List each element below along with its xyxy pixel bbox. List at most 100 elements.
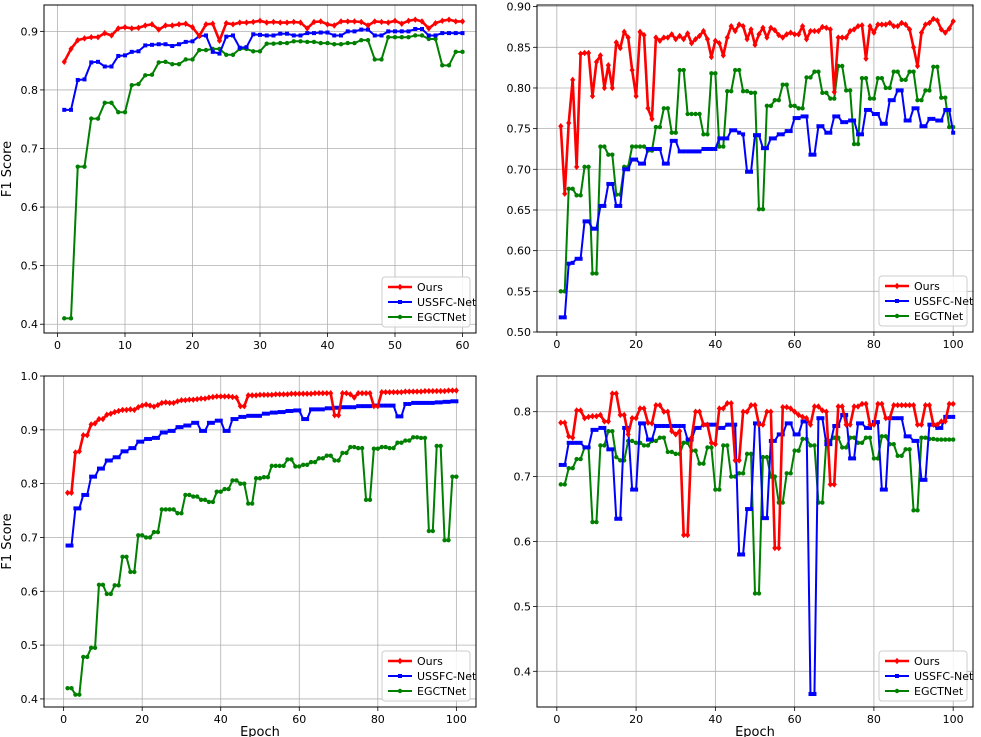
data-point bbox=[304, 390, 310, 397]
data-point bbox=[685, 111, 690, 117]
data-point bbox=[665, 161, 670, 166]
data-point bbox=[156, 26, 162, 33]
data-point bbox=[618, 458, 623, 463]
data-point bbox=[410, 388, 416, 395]
data-point bbox=[182, 397, 188, 404]
data-point bbox=[657, 37, 663, 44]
data-point bbox=[562, 315, 567, 320]
data-point bbox=[69, 685, 74, 691]
data-point bbox=[305, 417, 310, 422]
data-point bbox=[807, 27, 814, 35]
data-point bbox=[136, 533, 141, 538]
data-point bbox=[693, 448, 698, 453]
data-point bbox=[143, 535, 149, 540]
data-point bbox=[716, 405, 722, 412]
data-point bbox=[304, 25, 310, 32]
data-point bbox=[155, 435, 160, 440]
data-point bbox=[298, 39, 303, 44]
data-point bbox=[68, 489, 75, 496]
data-point bbox=[269, 463, 274, 469]
data-point bbox=[566, 433, 572, 440]
data-point bbox=[914, 62, 921, 70]
data-point bbox=[645, 105, 651, 112]
data-point bbox=[919, 435, 924, 440]
data-point bbox=[594, 427, 599, 432]
data-point bbox=[171, 399, 177, 407]
data-point bbox=[839, 34, 845, 41]
data-point bbox=[582, 164, 587, 170]
data-point bbox=[372, 18, 378, 25]
data-point bbox=[780, 403, 786, 411]
data-point bbox=[914, 421, 921, 428]
data-point bbox=[685, 531, 691, 539]
data-point bbox=[210, 49, 215, 54]
data-point bbox=[911, 69, 916, 74]
y-tick-label: 0.9 bbox=[21, 25, 39, 38]
data-point bbox=[203, 47, 209, 53]
data-point bbox=[705, 445, 710, 450]
data-point bbox=[278, 31, 283, 36]
data-point bbox=[426, 528, 432, 534]
data-point bbox=[261, 391, 267, 399]
x-tick-label: 20 bbox=[629, 713, 643, 726]
data-point bbox=[883, 414, 889, 422]
data-point bbox=[617, 44, 623, 52]
data-point bbox=[839, 403, 845, 410]
data-point bbox=[704, 35, 711, 43]
data-point bbox=[352, 405, 357, 410]
data-point bbox=[324, 453, 329, 458]
data-point bbox=[621, 411, 627, 419]
data-point bbox=[602, 443, 607, 448]
data-point bbox=[922, 21, 929, 28]
data-point bbox=[875, 400, 881, 408]
data-point bbox=[316, 456, 322, 461]
data-point bbox=[780, 82, 785, 87]
data-point bbox=[210, 20, 216, 27]
data-point bbox=[915, 438, 920, 443]
data-point bbox=[405, 17, 412, 25]
data-point bbox=[843, 421, 849, 428]
data-point bbox=[943, 437, 948, 442]
data-point bbox=[756, 206, 762, 212]
data-point bbox=[194, 395, 200, 403]
data-point bbox=[77, 506, 82, 511]
data-point bbox=[434, 400, 439, 405]
data-point bbox=[760, 24, 766, 31]
data-point bbox=[85, 654, 90, 660]
data-point bbox=[289, 408, 294, 413]
data-point bbox=[104, 591, 110, 597]
data-point bbox=[426, 36, 431, 42]
data-point bbox=[836, 114, 841, 119]
data-point bbox=[653, 438, 659, 444]
data-point bbox=[938, 26, 944, 33]
data-point bbox=[669, 449, 674, 455]
data-point bbox=[848, 118, 853, 123]
data-point bbox=[191, 420, 196, 425]
data-point bbox=[183, 57, 188, 62]
data-point bbox=[875, 76, 881, 81]
data-point bbox=[442, 399, 447, 404]
data-point bbox=[606, 447, 611, 452]
data-point bbox=[222, 486, 227, 492]
data-point bbox=[238, 481, 243, 486]
data-point bbox=[950, 437, 956, 442]
data-point bbox=[311, 18, 317, 26]
data-point bbox=[637, 28, 643, 36]
data-point bbox=[202, 395, 208, 402]
data-point bbox=[224, 34, 229, 39]
data-point bbox=[606, 181, 611, 186]
data-point bbox=[887, 98, 892, 103]
data-point bbox=[946, 25, 952, 32]
plot-area bbox=[61, 16, 466, 321]
data-point bbox=[871, 421, 877, 428]
data-point bbox=[895, 402, 901, 409]
data-point bbox=[297, 19, 304, 26]
data-point bbox=[741, 552, 746, 557]
data-point bbox=[950, 18, 956, 25]
data-point bbox=[65, 543, 70, 548]
data-point bbox=[393, 29, 397, 34]
data-point bbox=[752, 90, 758, 96]
data-point bbox=[831, 481, 837, 488]
data-point bbox=[927, 88, 932, 93]
data-point bbox=[162, 22, 169, 29]
